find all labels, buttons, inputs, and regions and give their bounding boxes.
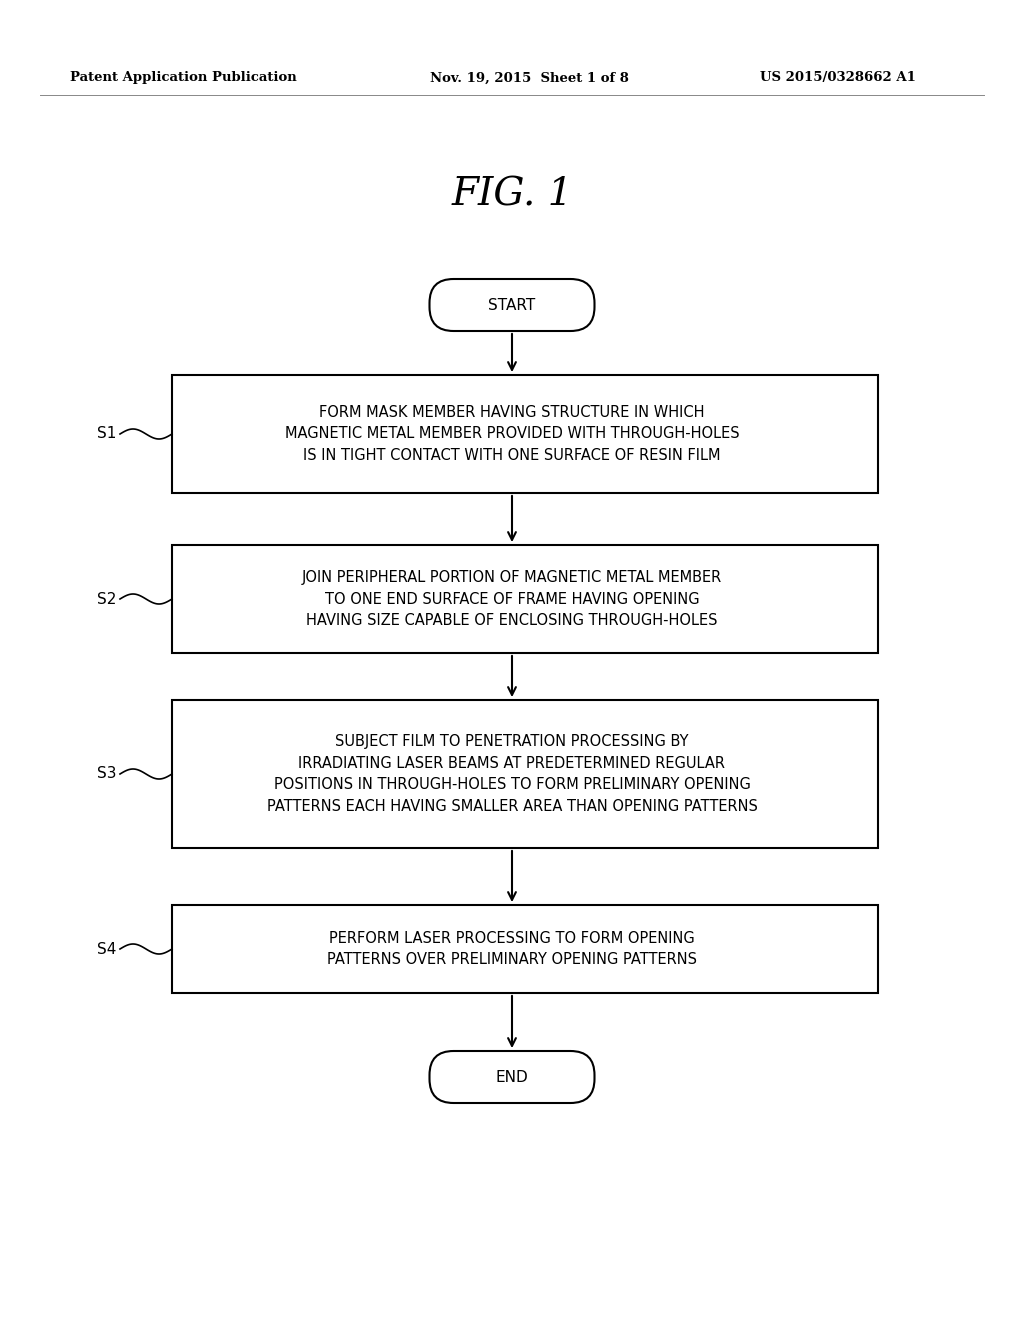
Text: PERFORM LASER PROCESSING TO FORM OPENING
PATTERNS OVER PRELIMINARY OPENING PATTE: PERFORM LASER PROCESSING TO FORM OPENING… <box>327 931 697 968</box>
Bar <box>172 700 878 847</box>
Text: FORM MASK MEMBER HAVING STRUCTURE IN WHICH
MAGNETIC METAL MEMBER PROVIDED WITH T: FORM MASK MEMBER HAVING STRUCTURE IN WHI… <box>285 405 739 463</box>
Bar <box>172 375 878 492</box>
Bar <box>172 906 878 993</box>
Text: S2: S2 <box>96 591 116 606</box>
FancyBboxPatch shape <box>429 279 595 331</box>
Text: FIG. 1: FIG. 1 <box>452 177 572 214</box>
Text: S3: S3 <box>96 767 116 781</box>
Bar <box>172 545 878 653</box>
Text: US 2015/0328662 A1: US 2015/0328662 A1 <box>760 71 915 84</box>
Text: S1: S1 <box>96 426 116 441</box>
FancyBboxPatch shape <box>429 1051 595 1104</box>
Text: Patent Application Publication: Patent Application Publication <box>70 71 297 84</box>
Text: Nov. 19, 2015  Sheet 1 of 8: Nov. 19, 2015 Sheet 1 of 8 <box>430 71 629 84</box>
Text: SUBJECT FILM TO PENETRATION PROCESSING BY
IRRADIATING LASER BEAMS AT PREDETERMIN: SUBJECT FILM TO PENETRATION PROCESSING B… <box>266 734 758 814</box>
Text: S4: S4 <box>96 941 116 957</box>
Text: START: START <box>488 297 536 313</box>
Text: JOIN PERIPHERAL PORTION OF MAGNETIC METAL MEMBER
TO ONE END SURFACE OF FRAME HAV: JOIN PERIPHERAL PORTION OF MAGNETIC META… <box>302 570 722 628</box>
Text: END: END <box>496 1069 528 1085</box>
